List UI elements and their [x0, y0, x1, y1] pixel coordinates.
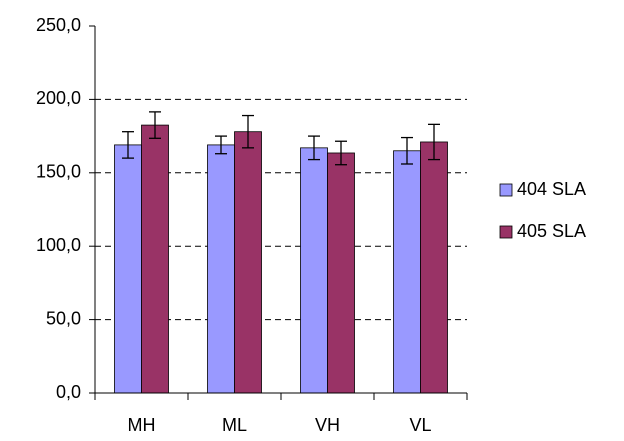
x-tick-label: MH — [128, 415, 156, 435]
y-tick-label: 200,0 — [36, 88, 81, 108]
y-tick-label: 100,0 — [36, 235, 81, 255]
x-tick-label: VH — [315, 415, 340, 435]
error-bar — [215, 135, 227, 155]
error-bar — [122, 131, 134, 159]
y-tick-label: 50,0 — [46, 308, 81, 328]
error-bar — [335, 140, 347, 166]
legend-swatch — [499, 225, 513, 239]
y-tick-label: 0,0 — [56, 382, 81, 402]
y-tick-label: 250,0 — [36, 15, 81, 35]
error-bar — [401, 136, 413, 165]
bar — [300, 147, 328, 394]
bar — [114, 144, 142, 394]
bar — [393, 150, 421, 394]
legend-swatch — [499, 183, 513, 197]
y-tick-label: 150,0 — [36, 162, 81, 182]
error-bar — [308, 135, 320, 161]
legend-label: 404 SLA — [517, 179, 586, 199]
legend-label: 405 SLA — [517, 221, 586, 241]
x-tick-label: ML — [222, 415, 247, 435]
bar — [207, 144, 235, 394]
x-tick-label: VL — [409, 415, 431, 435]
error-bar — [149, 111, 161, 139]
error-bar — [428, 123, 440, 161]
bar — [327, 152, 355, 394]
error-bar — [242, 114, 254, 149]
bar — [420, 141, 448, 394]
bar — [141, 124, 169, 394]
bar — [234, 131, 262, 394]
